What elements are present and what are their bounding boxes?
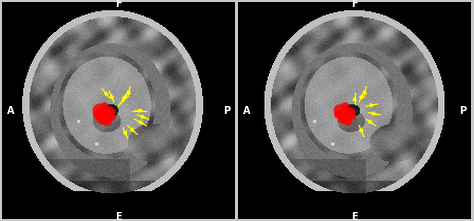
Text: P: P bbox=[459, 105, 466, 116]
Circle shape bbox=[334, 111, 343, 119]
Circle shape bbox=[341, 102, 349, 110]
Circle shape bbox=[343, 117, 352, 126]
Circle shape bbox=[96, 107, 113, 122]
Circle shape bbox=[103, 107, 116, 119]
Circle shape bbox=[100, 102, 109, 110]
Text: E: E bbox=[351, 212, 358, 221]
Text: E: E bbox=[115, 212, 122, 221]
Circle shape bbox=[102, 116, 112, 126]
Circle shape bbox=[338, 114, 348, 124]
Circle shape bbox=[93, 110, 102, 119]
Circle shape bbox=[348, 114, 356, 120]
Circle shape bbox=[334, 104, 347, 117]
Text: F: F bbox=[351, 0, 358, 9]
Text: P: P bbox=[223, 105, 230, 116]
Text: F: F bbox=[115, 0, 122, 9]
Circle shape bbox=[344, 107, 356, 118]
Text: A: A bbox=[7, 105, 15, 116]
Text: A: A bbox=[243, 105, 251, 116]
Circle shape bbox=[96, 114, 108, 125]
Circle shape bbox=[92, 104, 107, 117]
Circle shape bbox=[107, 113, 116, 121]
Circle shape bbox=[338, 108, 353, 122]
